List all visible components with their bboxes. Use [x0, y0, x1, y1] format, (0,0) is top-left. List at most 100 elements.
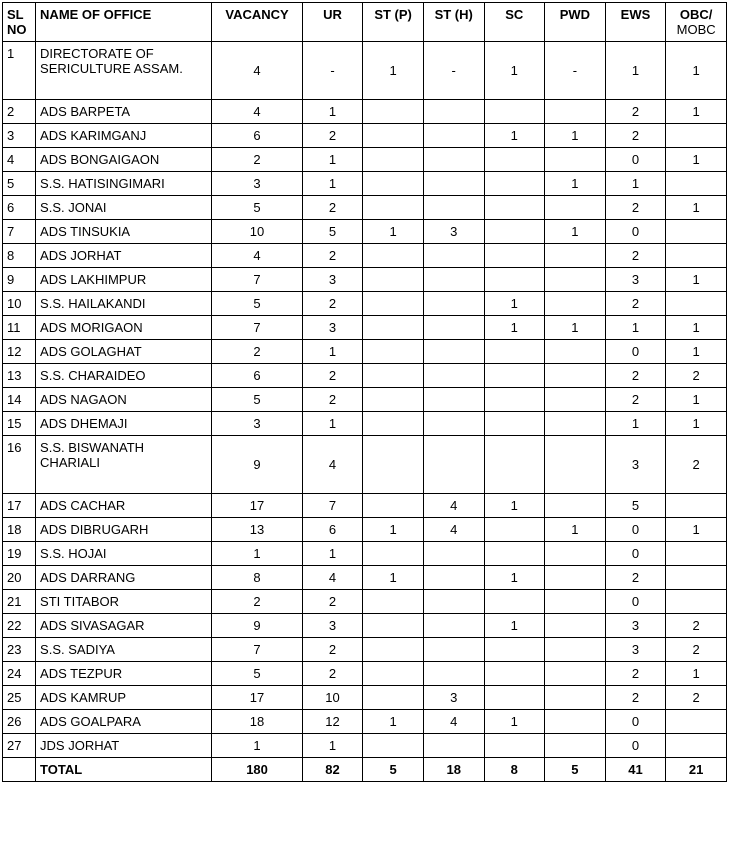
- cell-obc: 1: [666, 316, 727, 340]
- cell-sl: [3, 758, 36, 782]
- cell-obc: 2: [666, 614, 727, 638]
- cell-vacancy: 17: [212, 686, 302, 710]
- table-header-row: SL NO NAME OF OFFICE VACANCY UR ST (P) S…: [3, 3, 727, 42]
- cell-sl: 2: [3, 100, 36, 124]
- cell-sl: 8: [3, 244, 36, 268]
- cell-sth: 3: [423, 220, 484, 244]
- cell-vacancy: 4: [212, 42, 302, 100]
- cell-stp: 1: [363, 566, 424, 590]
- cell-obc: [666, 292, 727, 316]
- cell-pwd: 1: [545, 316, 606, 340]
- cell-sl: 19: [3, 542, 36, 566]
- cell-sl: 11: [3, 316, 36, 340]
- cell-ews: 0: [605, 148, 666, 172]
- cell-name: JDS JORHAT: [36, 734, 212, 758]
- cell-pwd: [545, 292, 606, 316]
- cell-ur: 1: [302, 340, 363, 364]
- cell-sl: 13: [3, 364, 36, 388]
- cell-pwd: [545, 566, 606, 590]
- cell-stp: [363, 412, 424, 436]
- cell-obc: 1: [666, 100, 727, 124]
- cell-vacancy: 2: [212, 590, 302, 614]
- cell-pwd: [545, 590, 606, 614]
- cell-pwd: [545, 244, 606, 268]
- cell-sl: 21: [3, 590, 36, 614]
- cell-name: S.S. BISWANATH CHARIALI: [36, 436, 212, 494]
- cell-stp: [363, 196, 424, 220]
- cell-sl: 23: [3, 638, 36, 662]
- cell-sl: 4: [3, 148, 36, 172]
- cell-stp: [363, 662, 424, 686]
- cell-ur: 2: [302, 244, 363, 268]
- cell-vacancy: 2: [212, 340, 302, 364]
- cell-sth: [423, 316, 484, 340]
- cell-ews: 1: [605, 412, 666, 436]
- table-row: 18ADS DIBRUGARH13614101: [3, 518, 727, 542]
- cell-ur: 82: [302, 758, 363, 782]
- table-row: 19S.S. HOJAI110: [3, 542, 727, 566]
- cell-ur: 4: [302, 566, 363, 590]
- table-row: 1DIRECTORATE OF SERICULTURE ASSAM.4-1-1-…: [3, 42, 727, 100]
- col-header-sl: SL NO: [3, 3, 36, 42]
- cell-stp: [363, 614, 424, 638]
- cell-ews: 0: [605, 542, 666, 566]
- table-row: 25ADS KAMRUP1710322: [3, 686, 727, 710]
- cell-stp: [363, 172, 424, 196]
- cell-name: ADS LAKHIMPUR: [36, 268, 212, 292]
- cell-obc: 2: [666, 638, 727, 662]
- cell-sc: [484, 590, 545, 614]
- cell-sc: 1: [484, 710, 545, 734]
- cell-ews: 0: [605, 734, 666, 758]
- cell-sth: [423, 196, 484, 220]
- cell-name: ADS GOALPARA: [36, 710, 212, 734]
- cell-ews: 1: [605, 316, 666, 340]
- cell-ur: 4: [302, 436, 363, 494]
- cell-stp: [363, 590, 424, 614]
- cell-sth: [423, 268, 484, 292]
- cell-ews: 0: [605, 220, 666, 244]
- cell-sl: 17: [3, 494, 36, 518]
- cell-sl: 1: [3, 42, 36, 100]
- cell-vacancy: 9: [212, 614, 302, 638]
- obc-label: OBC/: [680, 7, 713, 22]
- col-header-name: NAME OF OFFICE: [36, 3, 212, 42]
- cell-sth: 3: [423, 686, 484, 710]
- cell-vacancy: 10: [212, 220, 302, 244]
- cell-pwd: [545, 196, 606, 220]
- cell-obc: 1: [666, 662, 727, 686]
- cell-pwd: [545, 388, 606, 412]
- cell-name: S.S. CHARAIDEO: [36, 364, 212, 388]
- cell-vacancy: 3: [212, 412, 302, 436]
- cell-pwd: [545, 710, 606, 734]
- col-header-sth: ST (H): [423, 3, 484, 42]
- cell-sc: 1: [484, 42, 545, 100]
- cell-pwd: 1: [545, 172, 606, 196]
- cell-vacancy: 5: [212, 292, 302, 316]
- cell-sc: [484, 412, 545, 436]
- cell-vacancy: 17: [212, 494, 302, 518]
- cell-sth: 4: [423, 494, 484, 518]
- cell-sl: 20: [3, 566, 36, 590]
- cell-sl: 12: [3, 340, 36, 364]
- cell-sc: [484, 436, 545, 494]
- cell-stp: 1: [363, 42, 424, 100]
- cell-name: ADS NAGAON: [36, 388, 212, 412]
- cell-pwd: [545, 412, 606, 436]
- cell-ews: 3: [605, 638, 666, 662]
- table-row: 17ADS CACHAR177415: [3, 494, 727, 518]
- cell-pwd: 5: [545, 758, 606, 782]
- col-header-stp: ST (P): [363, 3, 424, 42]
- cell-pwd: [545, 686, 606, 710]
- cell-obc: 1: [666, 42, 727, 100]
- cell-name: ADS DIBRUGARH: [36, 518, 212, 542]
- table-row: 26ADS GOALPARA18121410: [3, 710, 727, 734]
- cell-vacancy: 4: [212, 244, 302, 268]
- cell-ews: 2: [605, 292, 666, 316]
- cell-ews: 2: [605, 662, 666, 686]
- cell-sc: 1: [484, 566, 545, 590]
- cell-sl: 15: [3, 412, 36, 436]
- cell-ews: 3: [605, 268, 666, 292]
- cell-obc: [666, 124, 727, 148]
- table-row: 15ADS DHEMAJI3111: [3, 412, 727, 436]
- table-row: 4ADS BONGAIGAON2101: [3, 148, 727, 172]
